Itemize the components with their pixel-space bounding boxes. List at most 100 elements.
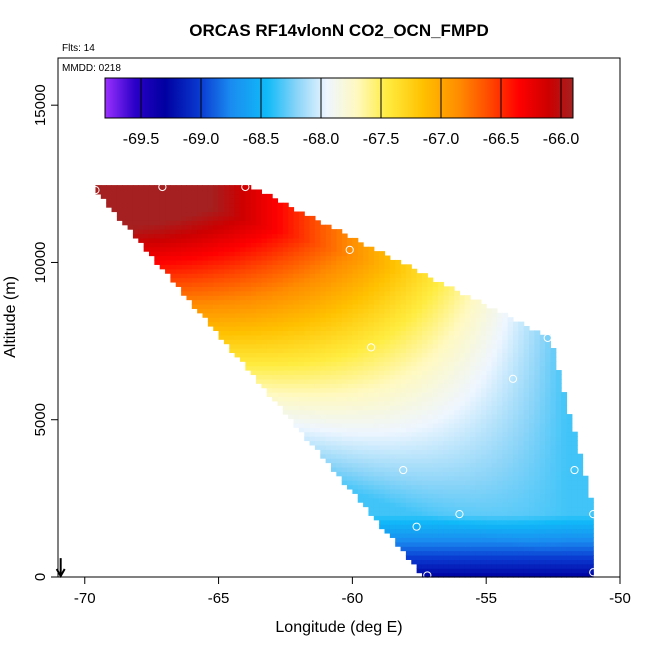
heatmap-cell (197, 185, 204, 191)
heatmap-cell (507, 383, 514, 389)
heatmap-cell (261, 312, 268, 318)
heatmap-cell (250, 348, 257, 354)
heatmap-cell (416, 475, 423, 481)
heatmap-cell (384, 365, 391, 371)
heatmap-cell (480, 524, 487, 530)
heatmap-cell (357, 431, 364, 437)
heatmap-cell (512, 488, 519, 494)
heatmap-cell (475, 383, 482, 389)
heatmap-cell (454, 343, 461, 349)
heatmap-cell (245, 290, 252, 296)
arrow-head (55, 568, 66, 579)
heatmap-cell (539, 400, 546, 406)
heatmap-cell (454, 334, 461, 340)
heatmap-cell (438, 365, 444, 371)
heatmap-cell (325, 259, 332, 265)
heatmap-cell (486, 440, 493, 446)
heatmap-cell (288, 383, 295, 389)
heatmap-cell (496, 532, 503, 538)
heatmap-cell (470, 339, 477, 345)
heatmap-cell (379, 334, 386, 340)
heatmap-cell (384, 396, 391, 402)
heatmap-cell (384, 356, 391, 362)
heatmap-cell (496, 453, 503, 459)
heatmap-cell (427, 303, 434, 309)
heatmap-cell (416, 343, 423, 349)
heatmap-cell (389, 264, 396, 270)
heatmap-cell (352, 374, 359, 380)
heatmap-cell (304, 427, 311, 433)
heatmap-cell (347, 431, 353, 437)
heatmap-cell (432, 317, 439, 323)
heatmap-cell (577, 524, 584, 530)
heatmap-cell (272, 202, 279, 208)
heatmap-cell (320, 281, 327, 287)
heatmap-cell (545, 563, 552, 569)
heatmap-cell (416, 383, 423, 389)
heatmap-cell (347, 268, 353, 274)
heatmap-cell (379, 273, 386, 279)
heatmap-cell (379, 348, 386, 354)
heatmap-cell (454, 414, 461, 420)
heatmap-cell (293, 387, 300, 393)
heatmap-cell (373, 396, 380, 402)
heatmap-cell (336, 458, 343, 464)
heatmap-cell (534, 365, 541, 371)
heatmap-cell (389, 281, 396, 287)
heatmap-cell (352, 431, 359, 437)
heatmap-cell (416, 334, 423, 340)
heatmap-cell (309, 405, 316, 411)
heatmap-cell (325, 361, 332, 367)
heatmap-cell (454, 515, 461, 521)
heatmap-cell (116, 198, 123, 204)
heatmap-cell (582, 519, 589, 525)
heatmap-cell (566, 524, 573, 530)
heatmap-cell (496, 409, 503, 415)
heatmap-cell (186, 255, 193, 261)
heatmap-cell (443, 519, 450, 525)
heatmap-cell (443, 418, 450, 424)
heatmap-cell (432, 572, 439, 578)
heatmap-cell (309, 339, 316, 345)
heatmap-cell (288, 295, 295, 301)
heatmap-cell (523, 427, 530, 433)
heatmap-cell (218, 198, 225, 204)
heatmap-cell (491, 317, 498, 323)
colorbar-tick-label: -69.0 (183, 131, 220, 148)
heatmap-cell (325, 352, 332, 358)
heatmap-cell (486, 480, 493, 486)
heatmap-cell (427, 431, 434, 437)
heatmap-cell (341, 440, 348, 446)
heatmap-cell (122, 198, 129, 204)
heatmap-cell (148, 202, 155, 208)
heatmap-cell (561, 449, 568, 455)
heatmap-cell (325, 330, 332, 336)
heatmap-cell (438, 550, 444, 556)
heatmap-cell (154, 220, 161, 226)
heatmap-cell (325, 449, 332, 455)
heatmap-cell (582, 568, 589, 574)
heatmap-cell (347, 295, 353, 301)
heatmap-cell (545, 348, 552, 354)
heatmap-cell (116, 193, 123, 199)
heatmap-cell (427, 554, 434, 560)
heatmap-cell (304, 396, 311, 402)
heatmap-cell (272, 246, 279, 252)
heatmap-cell (277, 202, 284, 208)
heatmap-cell (202, 303, 209, 309)
heatmap-cell (218, 308, 225, 314)
heatmap-cell (502, 418, 509, 424)
heatmap-cell (213, 220, 220, 226)
heatmap-cell (512, 365, 519, 371)
heatmap-cell (480, 554, 487, 560)
heatmap-cell (207, 224, 214, 230)
heatmap-cell (384, 475, 391, 481)
heatmap-cell (550, 392, 557, 398)
heatmap-cell (352, 488, 359, 494)
heatmap-cell (373, 321, 380, 327)
heatmap-cell (555, 396, 562, 402)
heatmap-cell (454, 321, 461, 327)
heatmap-cell (218, 193, 225, 199)
heatmap-cell (448, 559, 455, 565)
heatmap-cell (491, 387, 498, 393)
